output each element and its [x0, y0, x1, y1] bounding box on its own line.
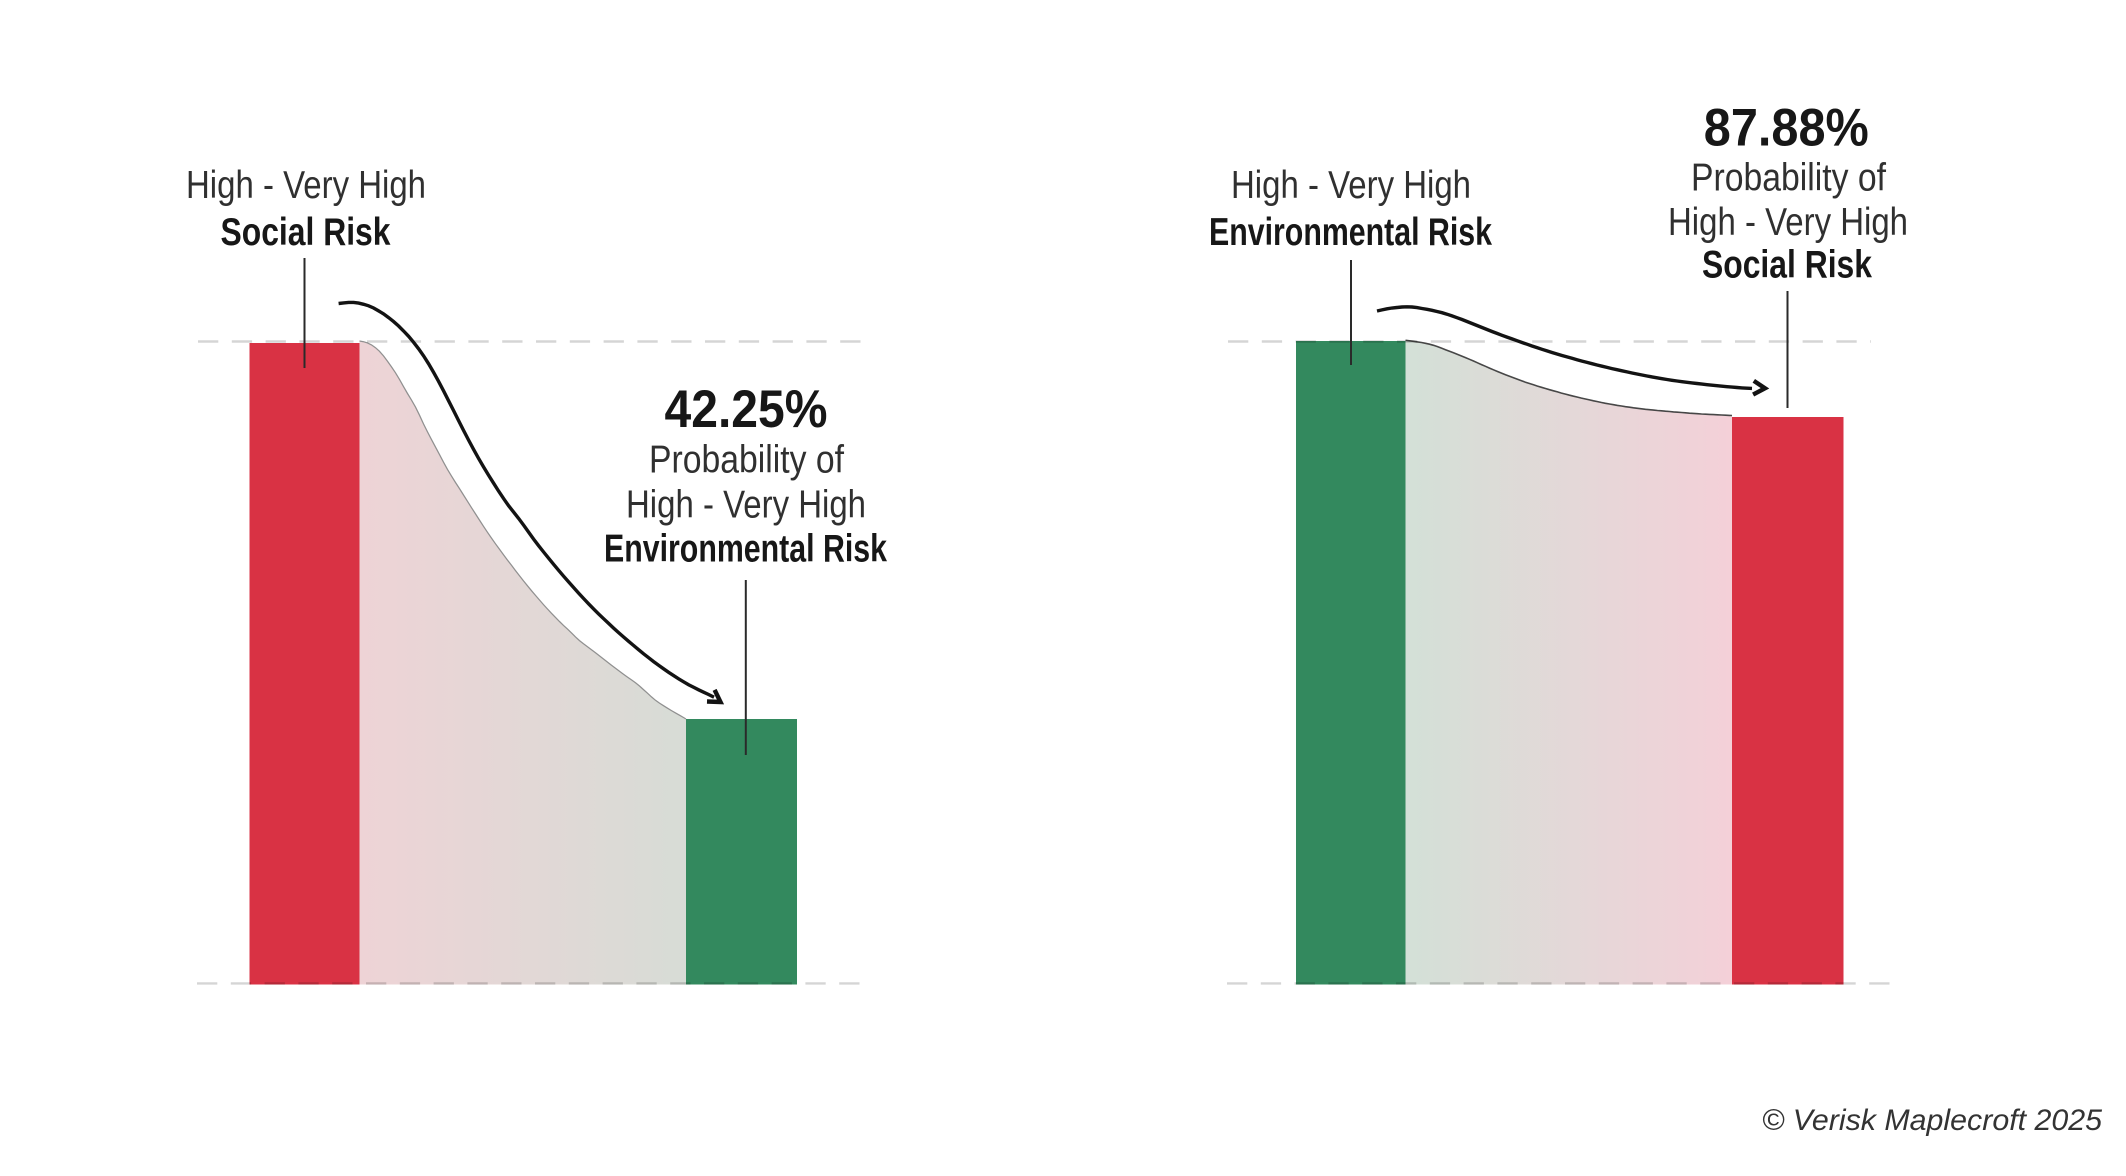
svg-text:42.25%: 42.25% [665, 380, 828, 439]
svg-text:High - Very High: High - Very High [186, 164, 426, 207]
svg-text:87.88%: 87.88% [1704, 99, 1869, 158]
svg-text:Environmental Risk: Environmental Risk [1209, 211, 1492, 254]
svg-text:Environmental Risk: Environmental Risk [604, 528, 887, 571]
svg-text:High - Very High: High - Very High [626, 483, 866, 526]
svg-text:Probability of: Probability of [649, 439, 844, 482]
svg-text:Social Risk: Social Risk [1702, 243, 1872, 286]
svg-text:© Verisk Maplecroft 2025: © Verisk Maplecroft 2025 [1762, 1104, 2102, 1137]
svg-text:High - Very High: High - Very High [1668, 201, 1908, 244]
svg-text:High - Very High: High - Very High [1231, 164, 1471, 207]
svg-text:Probability of: Probability of [1691, 156, 1886, 199]
svg-text:Social Risk: Social Risk [221, 211, 391, 254]
